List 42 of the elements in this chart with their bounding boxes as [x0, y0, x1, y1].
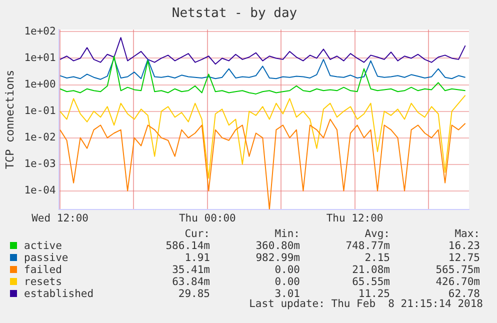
text: 16.23 — [447, 240, 480, 252]
legend-label: active — [23, 240, 63, 252]
text: 360.80m — [254, 240, 300, 252]
text: 565.75m — [434, 264, 480, 276]
legend-label: passive — [23, 252, 70, 264]
y-tick-label: 1e+02 — [24, 25, 56, 38]
text: 0.00 — [274, 276, 300, 288]
text: Last update: Thu Feb 8 21:15:14 2018 — [249, 298, 483, 310]
y-tick-label: 1e-02 — [24, 132, 56, 144]
legend-label: failed — [23, 264, 63, 276]
text: Max: — [454, 228, 480, 240]
text: 62.78 — [448, 288, 480, 300]
y-tick-label: 1e-04 — [24, 184, 56, 197]
text: 65.55m — [351, 276, 390, 288]
y-tick-label: 1e-01 — [24, 105, 56, 118]
y-tick-label: 1e+00 — [24, 78, 56, 90]
y-tick-label: 1e+01 — [24, 52, 56, 64]
text: Avg: — [364, 228, 390, 240]
x-tick-label: Thu 00:00 — [178, 212, 236, 224]
text: 21.08m — [351, 264, 390, 276]
text: Cur: — [184, 228, 210, 240]
text: 748.77m — [344, 240, 390, 252]
text: 3.01 — [274, 288, 300, 300]
text: 586.14m — [164, 240, 210, 252]
legend-label: established — [23, 288, 95, 300]
text: 29.85 — [177, 288, 210, 300]
text: 1.91 — [184, 252, 210, 264]
text: 0.00 — [274, 264, 300, 276]
legend-label: resets — [23, 276, 63, 288]
text: 35.41m — [171, 264, 210, 276]
y-axis-title: TCP connections — [3, 70, 16, 170]
x-tick-label: Thu 12:00 — [326, 212, 384, 224]
text: Min: — [274, 228, 300, 240]
text: 12.75 — [447, 252, 480, 264]
text: 11.25 — [358, 288, 390, 300]
text: 426.70m — [434, 276, 480, 288]
chart-title: Netstat - by day — [172, 6, 298, 22]
text: 63.84m — [171, 276, 210, 288]
y-tick-label: 1e-03 — [24, 158, 56, 170]
text: 2.15 — [364, 252, 390, 264]
text: 982.99m — [254, 252, 300, 264]
x-tick-label: Wed 12:00 — [32, 212, 88, 224]
